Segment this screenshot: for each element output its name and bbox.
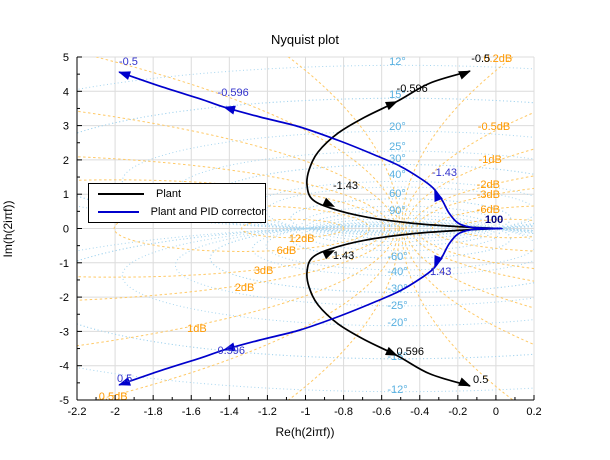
freq-label: -0.5	[471, 53, 490, 65]
legend: Plant Plant and PID corrector	[88, 183, 266, 223]
x-tick-labels: -2.2 -2 -1.8 -1.6 -1.4 -1.2 -1 -0.8 -0.6 -0.4 -0.2…	[68, 406, 542, 418]
gain-label: -1dB	[479, 154, 502, 166]
x-tick-label: -1.6	[182, 406, 201, 418]
direction-arrow-icon	[434, 189, 443, 202]
x-axis-label: Re(h(2iπf))	[275, 425, 335, 439]
freq-label: -1.43	[432, 167, 457, 179]
phase-label: 60°	[389, 188, 406, 200]
y-tick-labels: 5 4 3 2 1 0 -1 -2 -3 -4 -5	[59, 52, 69, 407]
gain-label: 12dB	[289, 233, 315, 245]
direction-arrow-icon	[385, 101, 398, 111]
freq-label: 1.43	[430, 266, 451, 278]
freq-label: 0.5	[473, 374, 488, 386]
gain-label: -0.5dB	[478, 121, 510, 133]
gain-label: -6dB	[477, 204, 500, 216]
direction-arrow-icon	[118, 71, 131, 80]
pid-corrector-curve-arrows	[118, 71, 443, 386]
direction-arrow-icon	[458, 377, 471, 387]
y-tick-label: 2	[63, 155, 69, 167]
freq-label: 0.596	[217, 345, 245, 357]
y-tick-label: -4	[59, 361, 69, 373]
iso-phase-labels: 12°15°20°25°30°40°60°90°-60°-40°-30°-25°…	[387, 56, 407, 396]
phase-label: -40°	[387, 266, 407, 278]
plant-curve-freq-labels: -0.5 -0.596 -1.43 1.43 0.596 0.5	[333, 53, 490, 386]
gain-label: 2dB	[235, 282, 255, 294]
phase-label: -25°	[387, 300, 407, 312]
phase-label: 25°	[389, 141, 406, 153]
y-tick-label: -3	[59, 326, 69, 338]
freq-label: 1.43	[333, 250, 354, 262]
freq-label: -0.5	[119, 56, 138, 68]
freq-label: 0.596	[396, 346, 424, 358]
direction-arrow-icon	[385, 346, 398, 356]
freq-label: -0.596	[218, 87, 249, 99]
direction-arrow-icon	[223, 105, 236, 115]
x-tick-label: -1.4	[220, 406, 239, 418]
y-tick-label: 1	[63, 189, 69, 201]
phase-label: -12°	[387, 384, 407, 396]
plot-title: Nyquist plot	[271, 32, 339, 47]
legend-item-pid: Plant and PID corrector	[89, 203, 265, 221]
x-tick-label: -1.2	[258, 406, 277, 418]
phase-label: 40°	[389, 169, 406, 181]
y-tick-label: 0	[63, 224, 69, 236]
y-axis-label: Im(h(2iπf))	[1, 200, 15, 258]
direction-arrow-icon	[322, 197, 336, 207]
x-tick-label: -2.2	[68, 406, 87, 418]
plant-curve-arrows	[322, 70, 471, 387]
pid-corrector-curve-freq-labels: -0.5 -0.596 -1.43 1.43 0.596 0.5	[117, 56, 457, 385]
x-tick-label: -0.6	[372, 406, 391, 418]
gain-label: -2dB	[477, 179, 500, 191]
x-tick-label: -1	[301, 406, 311, 418]
pid-line-swatch	[98, 211, 139, 214]
x-tick-label: -0.8	[334, 406, 353, 418]
phase-label: 90°	[389, 205, 406, 217]
gain-label: 3dB	[254, 265, 274, 277]
x-tick-label: 0.2	[526, 406, 541, 418]
plant-line-swatch	[98, 192, 144, 195]
x-tick-label: -2	[110, 406, 120, 418]
freq-label: 0.5	[117, 373, 132, 385]
direction-arrow-icon	[458, 70, 471, 80]
y-tick-label: -1	[59, 258, 69, 270]
x-tick-label: -1.8	[144, 406, 163, 418]
direction-arrow-icon	[322, 250, 336, 260]
freq-label: -1.43	[333, 180, 358, 192]
y-tick-label: -2	[59, 292, 69, 304]
phase-label: -60°	[387, 251, 407, 263]
y-tick-label: 5	[63, 52, 69, 64]
freq-label: -0.596	[397, 83, 428, 95]
phase-label: -20°	[387, 317, 407, 329]
gain-label: 0.2dB	[483, 53, 512, 65]
x-tick-label: -0.4	[410, 406, 429, 418]
phase-label: 30°	[389, 153, 406, 165]
x-tick-label: -0.2	[448, 406, 467, 418]
endpoint-frequency-label: 100	[485, 214, 503, 226]
gain-label: -3dB	[477, 189, 500, 201]
y-tick-label: 4	[63, 86, 69, 98]
gain-label: 6dB	[277, 245, 297, 257]
y-tick-label: -5	[59, 395, 69, 407]
axes	[76, 56, 535, 401]
pid-corrector-curve	[118, 71, 503, 386]
gain-label: 1dB	[187, 323, 207, 335]
legend-item-plant: Plant	[89, 185, 265, 203]
gain-label: 0.5dB	[99, 391, 128, 403]
phase-label: 20°	[389, 121, 406, 133]
direction-arrow-icon	[223, 342, 236, 352]
direction-arrow-icon	[118, 377, 131, 386]
direction-arrow-icon	[434, 255, 443, 268]
legend-label-pid: Plant and PID corrector	[150, 206, 265, 219]
phase-label: -30°	[387, 283, 407, 295]
phase-label: 12°	[389, 56, 406, 68]
y-tick-label: 3	[63, 121, 69, 133]
legend-label-plant: Plant	[156, 187, 182, 200]
x-tick-label: 0	[493, 406, 499, 418]
